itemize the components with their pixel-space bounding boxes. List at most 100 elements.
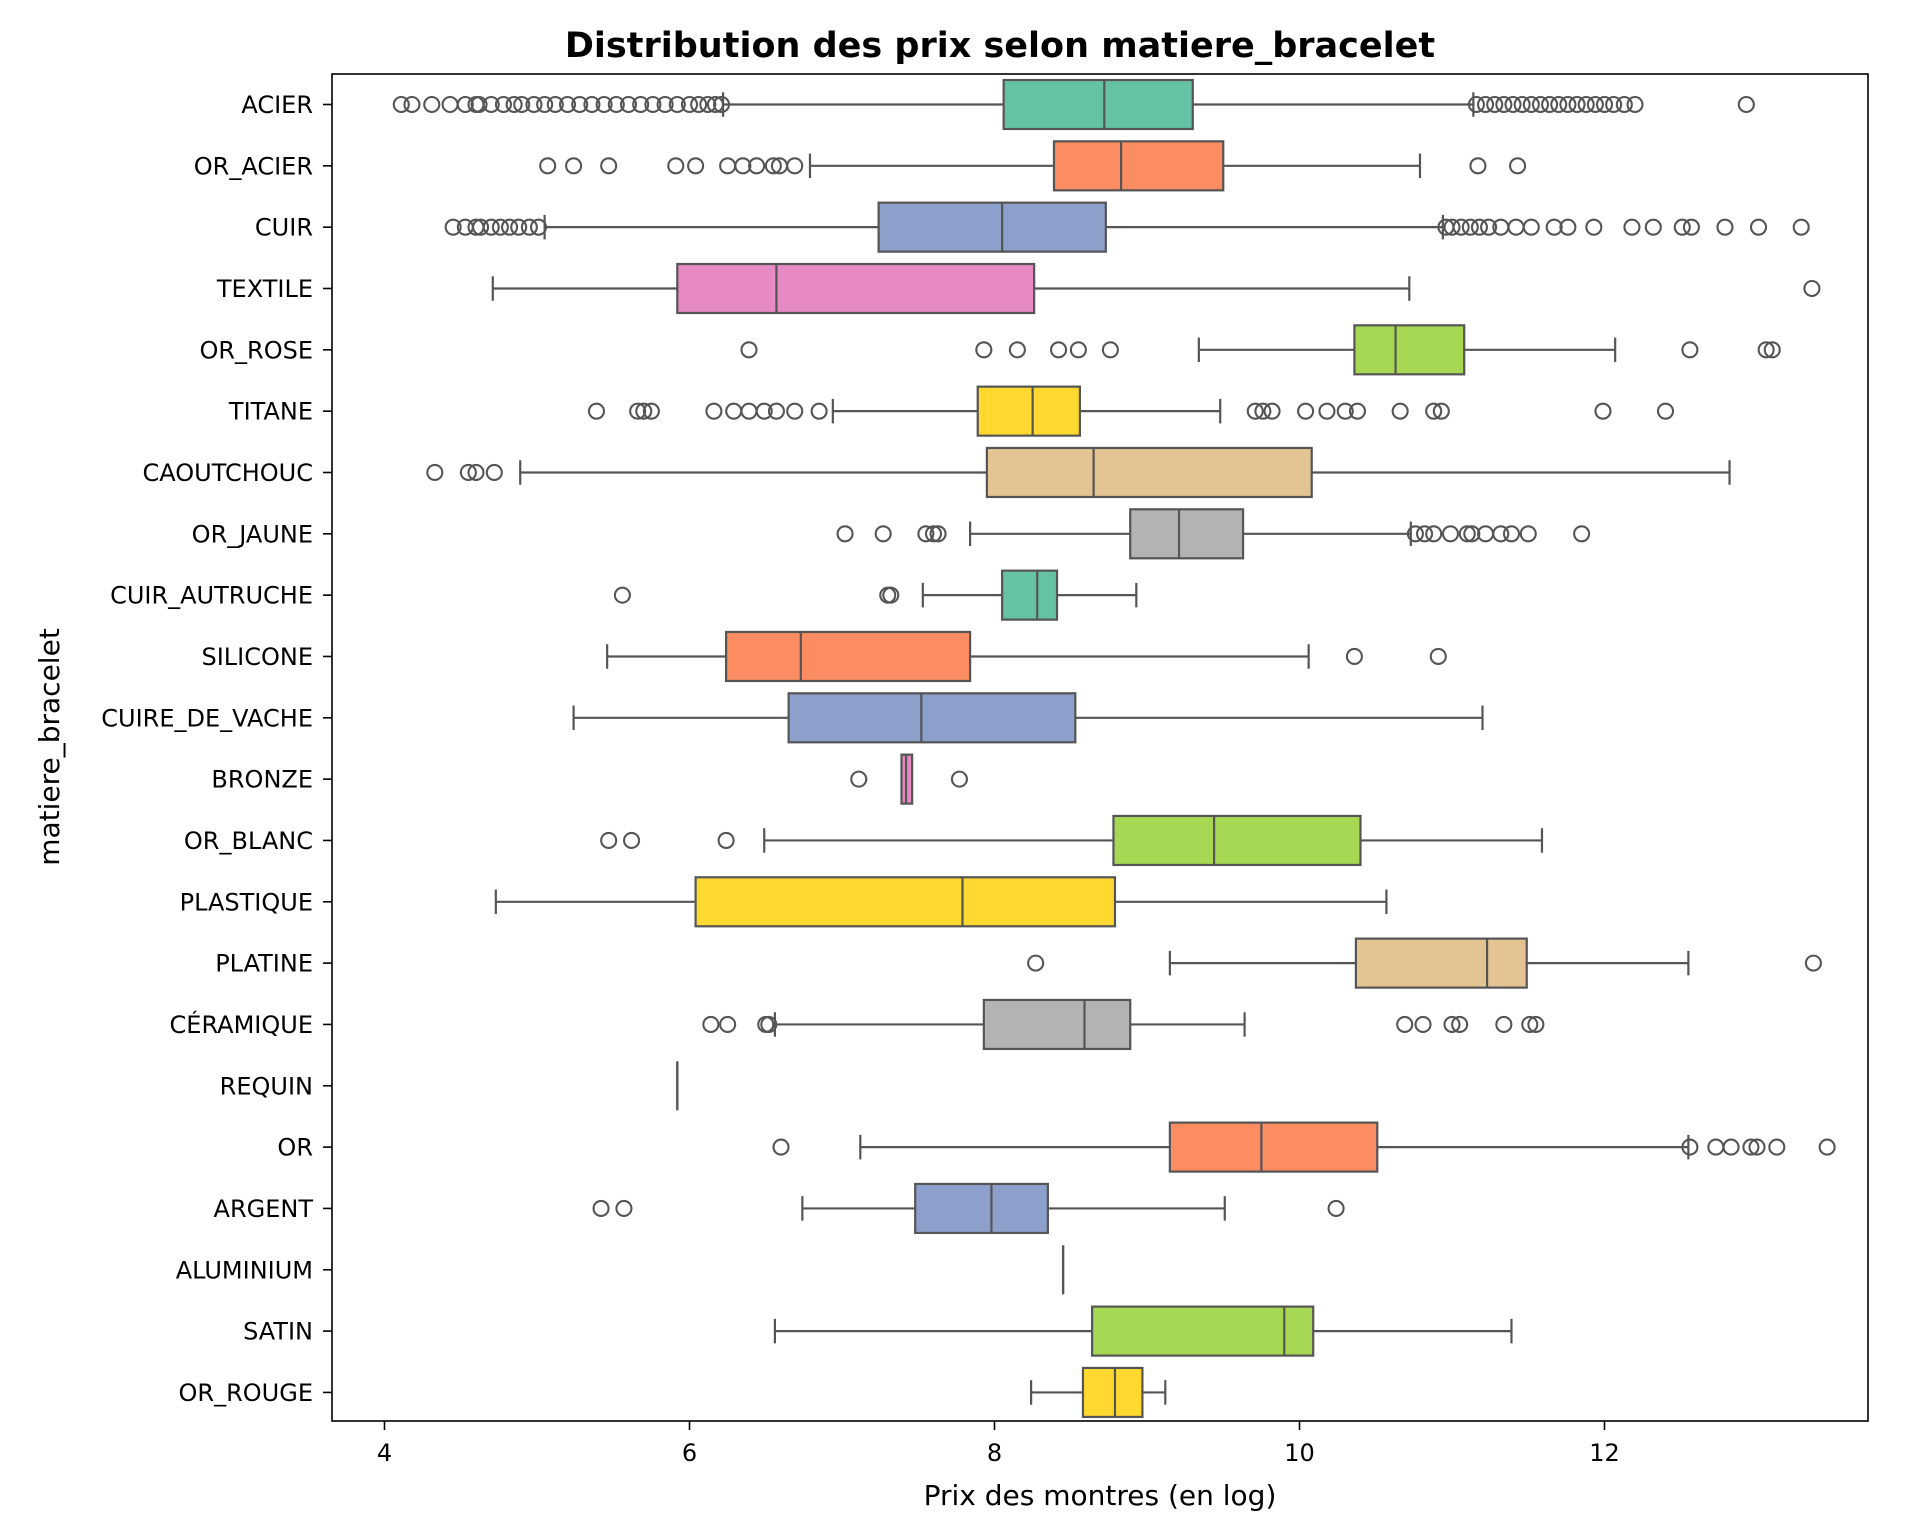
box-group-acier xyxy=(392,78,1755,131)
outlier-point xyxy=(470,95,488,114)
y-tick-label: CÉRAMIQUE xyxy=(170,1010,313,1039)
y-tick-label: CUIRE_DE_VACHE xyxy=(101,704,313,732)
iqr-box xyxy=(1353,324,1466,376)
outlier-point xyxy=(1804,954,1822,972)
outlier-point xyxy=(924,525,943,543)
outlier-point xyxy=(1458,525,1476,543)
outlier-point xyxy=(699,95,717,114)
outlier-point xyxy=(1469,157,1487,175)
outlier-point xyxy=(1531,95,1549,114)
outlier-point xyxy=(619,95,638,114)
outlier-point xyxy=(565,157,583,175)
outlier-point xyxy=(571,95,589,114)
outlier-point xyxy=(1748,1138,1766,1156)
iqr-box xyxy=(787,692,1077,744)
y-tick-label: SILICONE xyxy=(201,643,313,671)
outlier-point xyxy=(755,402,773,420)
outlier-point xyxy=(1416,525,1434,543)
outlier-point xyxy=(767,402,785,420)
outlier-point xyxy=(1803,279,1821,298)
box-group-or xyxy=(772,1121,1836,1173)
outlier-point xyxy=(1577,95,1595,114)
outlier-point xyxy=(1722,1138,1740,1156)
x-tick-label: 6 xyxy=(682,1439,697,1467)
outlier-point xyxy=(1050,341,1068,359)
outlier-point xyxy=(403,95,421,114)
y-tick-label: CAOUTCHOUC xyxy=(143,459,313,487)
outlier-point xyxy=(929,525,947,543)
y-tick-label: REQUIN xyxy=(220,1072,313,1100)
outlier-point xyxy=(764,157,782,175)
outlier-point xyxy=(1414,1015,1432,1033)
outlier-point xyxy=(505,95,523,114)
box-group-titane xyxy=(587,385,1675,437)
outlier-point xyxy=(622,831,641,850)
outlier-point xyxy=(1452,218,1470,236)
outlier-point xyxy=(444,218,462,236)
outlier-point xyxy=(786,157,804,175)
outlier-point xyxy=(667,157,685,175)
iqr-box xyxy=(694,876,1117,928)
outlier-point xyxy=(1495,1015,1513,1033)
iqr-box xyxy=(982,998,1132,1051)
box-group-cuir xyxy=(444,201,1810,253)
iqr-box xyxy=(976,385,1081,437)
outlier-point xyxy=(1550,95,1568,114)
outlier-point xyxy=(1522,95,1540,114)
box-group-bronze xyxy=(850,753,968,805)
y-tick-label: ALUMINIUM xyxy=(176,1256,313,1284)
y-tick-label: OR_BLANC xyxy=(184,827,313,855)
outlier-point xyxy=(1336,402,1354,420)
outlier-point xyxy=(1263,402,1281,420)
outlier-point xyxy=(539,157,557,175)
y-tick-label: TITANE xyxy=(228,398,313,426)
outlier-point xyxy=(1425,402,1443,420)
outlier-point xyxy=(1443,1015,1461,1033)
box-group-or_blanc xyxy=(600,814,1544,867)
outlier-point xyxy=(950,770,968,788)
outlier-point xyxy=(1463,525,1481,543)
outlier-point xyxy=(1626,95,1644,114)
outlier-point xyxy=(529,218,548,236)
outlier-point xyxy=(1425,525,1443,543)
y-tick-label: PLATINE xyxy=(215,950,313,978)
outlier-point xyxy=(1768,1138,1786,1156)
box-group-argent xyxy=(592,1182,1345,1235)
outlier-point xyxy=(607,95,625,114)
box-group-or_rouge xyxy=(1029,1366,1167,1419)
y-tick-label: OR_JAUNE xyxy=(192,520,313,548)
outlier-point xyxy=(1027,954,1045,972)
iqr-box xyxy=(914,1182,1049,1235)
box-group-plastique xyxy=(494,876,1388,928)
x-axis-label: Prix des montres (en log) xyxy=(924,1479,1277,1512)
outlier-point xyxy=(1792,218,1810,236)
box-group-or_rose xyxy=(740,324,1781,376)
outlier-point xyxy=(1682,218,1700,236)
iqr-box xyxy=(877,201,1107,253)
y-tick-label: OR_ROUGE xyxy=(179,1379,313,1407)
outlier-point xyxy=(690,95,708,114)
iqr-box xyxy=(1090,1305,1315,1357)
outlier-point xyxy=(1470,218,1488,236)
outlier-point xyxy=(882,586,900,604)
outlier-point xyxy=(642,402,660,420)
outlier-point xyxy=(760,1015,778,1033)
y-tick-label: CUIR xyxy=(255,214,313,242)
iqr-box xyxy=(1081,1366,1144,1419)
y-tick-label: BRONZE xyxy=(211,766,313,794)
box-group-cuire_de_vache xyxy=(572,692,1484,744)
outlier-point xyxy=(717,831,735,850)
iqr-box xyxy=(1001,569,1059,621)
plot-frame xyxy=(331,73,1869,1422)
outlier-point xyxy=(1681,1138,1699,1156)
outlier-point xyxy=(1509,157,1527,175)
outlier-point xyxy=(874,525,892,543)
iqr-box xyxy=(1129,508,1245,560)
x-tick-label: 4 xyxy=(377,1439,392,1467)
outlier-point xyxy=(423,95,441,114)
outlier-point xyxy=(706,95,724,114)
outlier-point xyxy=(1345,647,1363,666)
outlier-point xyxy=(635,402,653,420)
outlier-point xyxy=(1594,402,1612,420)
outlier-point xyxy=(485,463,503,482)
